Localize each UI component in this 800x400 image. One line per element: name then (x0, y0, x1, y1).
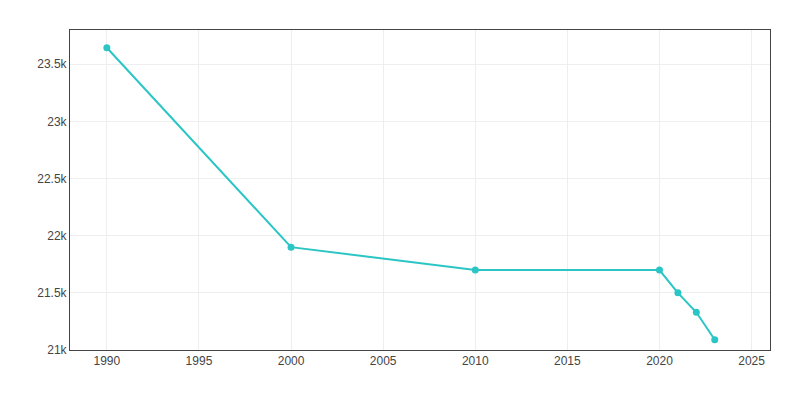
svg-text:2010: 2010 (462, 354, 489, 368)
svg-text:21.5k: 21.5k (37, 286, 67, 300)
svg-text:2025: 2025 (738, 354, 765, 368)
svg-text:22k: 22k (47, 229, 67, 243)
svg-text:23.5k: 23.5k (37, 57, 67, 71)
svg-text:23k: 23k (47, 115, 67, 129)
svg-text:1995: 1995 (186, 354, 213, 368)
svg-text:2000: 2000 (278, 354, 305, 368)
svg-text:2005: 2005 (370, 354, 397, 368)
svg-text:1990: 1990 (93, 354, 120, 368)
svg-text:2015: 2015 (554, 354, 581, 368)
svg-text:2020: 2020 (646, 354, 673, 368)
svg-text:21k: 21k (47, 343, 67, 357)
svg-text:22.5k: 22.5k (37, 172, 67, 186)
